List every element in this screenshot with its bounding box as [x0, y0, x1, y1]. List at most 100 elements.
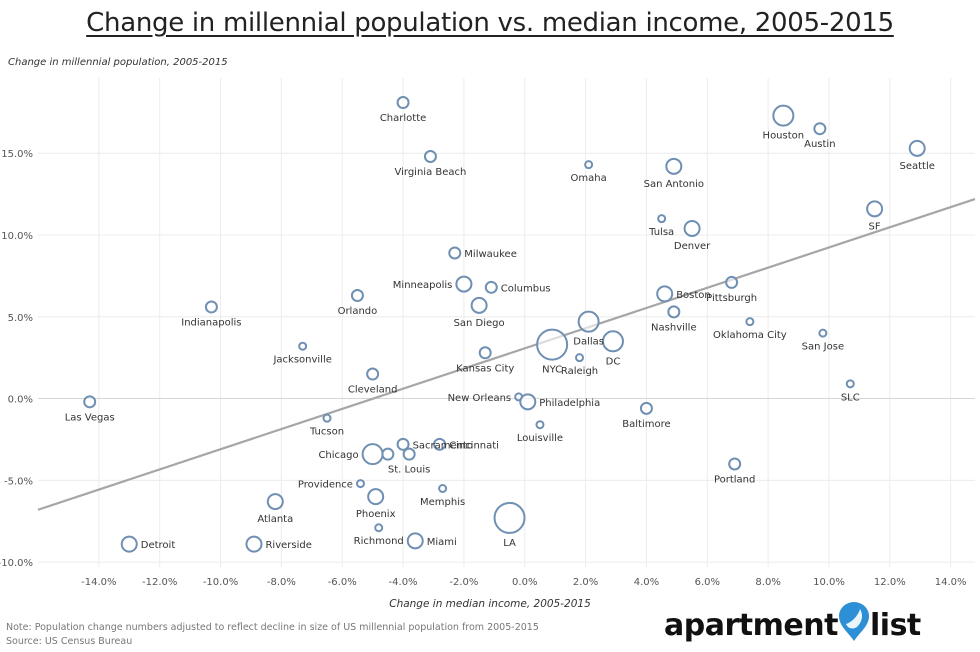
data-point [83, 395, 97, 409]
point-label: Denver [674, 241, 711, 252]
point-label: Atlanta [257, 514, 293, 525]
data-points [83, 96, 926, 553]
x-tick-label: 4.0% [634, 577, 659, 588]
x-tick-label: -12.0% [142, 577, 177, 588]
y-tick-label: 10.0% [1, 231, 33, 242]
data-point [298, 341, 308, 351]
x-tick-label: 2.0% [573, 577, 598, 588]
data-point [455, 275, 473, 293]
data-point [535, 420, 545, 430]
data-point [577, 310, 600, 333]
point-label: Orlando [338, 306, 378, 317]
data-point [536, 328, 569, 361]
data-point [470, 296, 488, 314]
x-tick-label: 14.0% [935, 577, 967, 588]
y-axis-label: Change in millennial population, 2005-20… [8, 57, 228, 68]
scatter-chart: Charlotte Virginia Beach Omaha San Antonio H… [0, 78, 976, 588]
x-tick-label: -4.0% [389, 577, 418, 588]
x-tick-label: -6.0% [328, 577, 357, 588]
data-point [396, 437, 410, 451]
point-label: Sacramento [413, 440, 473, 451]
point-label: Louisville [517, 433, 563, 444]
brand-logo[interactable]: apartment list [664, 600, 964, 648]
x-tick-label: 12.0% [874, 577, 906, 588]
data-point [406, 532, 424, 550]
data-point [361, 443, 384, 466]
data-point [374, 523, 384, 533]
data-point [908, 139, 926, 157]
data-point [665, 157, 683, 175]
data-point [478, 346, 492, 360]
point-label: San Jose [802, 342, 844, 353]
point-label: SLC [841, 392, 860, 403]
point-label: Memphis [420, 497, 465, 508]
x-tick-label: -14.0% [81, 577, 116, 588]
data-point [575, 353, 585, 363]
point-label: Milwaukee [464, 249, 517, 260]
point-label: Indianapolis [181, 317, 241, 328]
point-label: Las Vegas [65, 412, 115, 423]
point-label: Chicago [318, 450, 358, 461]
data-point [728, 457, 742, 471]
point-label: San Antonio [644, 179, 704, 190]
point-label: NYC [542, 365, 562, 376]
data-point [204, 300, 218, 314]
point-label: Providence [298, 480, 353, 491]
x-tick-label: -10.0% [203, 577, 238, 588]
data-point [772, 104, 795, 127]
data-point [493, 501, 526, 534]
data-point [818, 328, 828, 338]
data-point [725, 275, 739, 289]
x-tick-label: 8.0% [755, 577, 780, 588]
point-label: Jacksonville [272, 355, 331, 366]
data-point [683, 219, 701, 237]
point-label: San Diego [454, 318, 505, 329]
point-label: Richmond [354, 536, 404, 547]
point-label: Columbus [501, 283, 551, 294]
point-label: Kansas City [456, 363, 514, 374]
data-point [657, 214, 667, 224]
point-label: Phoenix [356, 509, 396, 520]
point-label: Minneapolis [393, 280, 453, 291]
point-label: Raleigh [561, 366, 598, 377]
point-label: LA [503, 538, 516, 549]
point-label: Dallas [573, 337, 604, 348]
data-point [484, 280, 498, 294]
data-point [584, 160, 594, 170]
data-point [366, 367, 380, 381]
axis-ticks: -14.0% -12.0% -10.0% -8.0% -6.0% -4.0% -2.0% 0.… [0, 149, 967, 588]
data-point [813, 122, 827, 136]
data-point [639, 401, 653, 415]
point-label: Pittsburgh [706, 293, 757, 304]
point-label: Boston [676, 290, 711, 301]
data-point [367, 488, 385, 506]
point-label: Nashville [651, 322, 697, 333]
data-point [601, 330, 624, 353]
y-tick-label: 15.0% [1, 149, 33, 160]
data-point [381, 447, 395, 461]
point-label: Oklahoma City [713, 330, 787, 341]
data-point [845, 379, 855, 389]
point-label: Charlotte [380, 113, 426, 124]
y-tick-label: -10.0% [0, 558, 33, 569]
gridlines [38, 78, 975, 567]
point-label: Portland [714, 474, 755, 485]
y-tick-label: 0.0% [8, 395, 33, 406]
data-point [322, 413, 332, 423]
x-tick-label: -2.0% [449, 577, 478, 588]
point-label: Detroit [141, 540, 176, 551]
point-label: Baltimore [622, 419, 670, 430]
note-line: Note: Population change numbers adjusted… [6, 622, 539, 633]
data-point [355, 479, 365, 489]
point-label: Philadelphia [539, 398, 600, 409]
footnote: Note: Population change numbers adjusted… [6, 621, 539, 649]
chart-title: Change in millennial population vs. medi… [86, 8, 894, 38]
data-point [266, 493, 284, 511]
point-label: Tucson [309, 427, 344, 438]
trendline [37, 197, 976, 511]
data-point [350, 289, 364, 303]
data-point [519, 393, 537, 411]
x-tick-label: -8.0% [267, 577, 296, 588]
point-label: SF [869, 221, 881, 232]
point-label: Virginia Beach [395, 167, 467, 178]
